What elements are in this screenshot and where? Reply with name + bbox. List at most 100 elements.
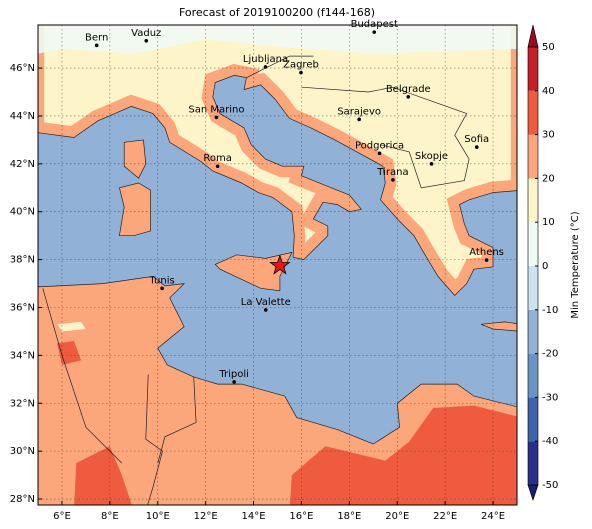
city-label: Skopje	[415, 151, 448, 162]
border	[301, 86, 470, 189]
city-dot	[263, 65, 268, 69]
city-label: Bern	[85, 32, 108, 43]
city-label: Athens	[469, 247, 504, 258]
map-area	[38, 25, 517, 505]
city-dot	[377, 151, 382, 156]
colorbar-tick-label: -10	[542, 305, 558, 316]
y-tick-label: 40°N	[10, 207, 35, 218]
colorbar-band	[528, 266, 538, 310]
city-label: Tirana	[376, 167, 408, 178]
city-dot	[263, 308, 268, 312]
city-dot	[474, 145, 479, 149]
map-frame	[37, 24, 518, 506]
x-tick-label: 16°E	[289, 511, 313, 522]
colorbar-band	[528, 222, 538, 266]
colorbar-extend-high	[527, 24, 539, 48]
city-label: Podgorica	[355, 140, 404, 151]
city-dot	[215, 164, 220, 169]
border	[42, 288, 123, 464]
coastline	[214, 251, 293, 292]
y-tick-label: 34°N	[10, 350, 35, 361]
x-tick-label: 8°E	[101, 511, 119, 522]
city-dot	[372, 30, 377, 34]
x-tick-label: 6°E	[53, 511, 71, 522]
coastline	[480, 321, 517, 332]
city-dot	[429, 162, 434, 166]
colorbar-band	[528, 397, 538, 442]
x-tick-label: 22°E	[433, 511, 457, 522]
y-tick-label: 32°N	[10, 398, 35, 409]
city-label: San Marino	[188, 104, 244, 115]
y-tick-label: 38°N	[10, 255, 35, 266]
map-title: Forecast of 2019100200 (f144-168)	[179, 6, 375, 19]
island	[119, 183, 151, 236]
colorbar-extend-low	[527, 484, 539, 501]
colorbar-band	[528, 90, 538, 135]
colorbar-tick-label: 20	[542, 173, 555, 184]
colorbar-band	[528, 309, 538, 354]
x-tick-label: 20°E	[385, 511, 409, 522]
hot-patch	[74, 446, 132, 505]
city-dot	[94, 43, 99, 48]
y-tick-label: 28°N	[10, 494, 35, 505]
x-tick-label: 24°E	[481, 511, 505, 522]
city-dot	[160, 286, 164, 291]
city-label: Roma	[203, 153, 232, 164]
border	[246, 55, 314, 79]
colorbar-band	[528, 47, 538, 91]
x-tick-label: 18°E	[337, 511, 361, 522]
city-dot	[391, 178, 395, 182]
location-star	[269, 254, 291, 275]
colorbar-label: Min Temperature (°C)	[570, 211, 581, 318]
colorbar-band	[528, 134, 538, 179]
city-label: Sarajevo	[337, 106, 381, 117]
y-tick-label: 42°N	[10, 159, 35, 170]
y-tick-label: 36°N	[10, 302, 35, 313]
city-dot	[299, 70, 303, 75]
city-dot	[357, 117, 361, 122]
colorbar-tick-label: 10	[542, 217, 555, 228]
colorbar-tick-label: 40	[542, 86, 555, 97]
colorbar-tick-label: -50	[542, 480, 558, 491]
city-dot	[214, 115, 219, 120]
city-label: Ljubljana	[243, 54, 288, 65]
x-tick-label: 12°E	[194, 511, 218, 522]
cool-patch	[57, 321, 86, 332]
island	[215, 252, 292, 291]
land-north	[38, 25, 517, 296]
border	[157, 376, 197, 464]
city-label: Vaduz	[131, 28, 161, 39]
colorbar-band	[528, 441, 538, 485]
hot-south	[289, 405, 517, 505]
city-label: Sofia	[464, 134, 489, 145]
x-tick-label: 14°E	[242, 511, 266, 522]
colorbar-tick-label: 50	[542, 42, 555, 53]
colorbar-tick-label: 0	[542, 261, 548, 272]
colorbar-band	[528, 353, 538, 398]
coastline	[38, 276, 517, 445]
city-dot	[484, 258, 489, 262]
colorbar-tick-label: 30	[542, 130, 555, 141]
city-dot	[232, 380, 236, 384]
colorbar-tick-label: -40	[542, 436, 558, 447]
city-dot	[144, 39, 149, 43]
city-label: Tunis	[148, 275, 174, 286]
y-tick-label: 46°N	[10, 63, 35, 74]
colorbar-band	[528, 178, 538, 223]
city-label: La Valette	[241, 297, 291, 308]
y-tick-label: 30°N	[10, 446, 35, 457]
island	[124, 139, 146, 179]
coastline	[38, 74, 517, 297]
colorbar-tick-label: -20	[542, 349, 558, 360]
city-label: Belgrade	[386, 84, 431, 95]
colorbar-tick-label: -30	[542, 392, 558, 403]
city-label: Zagreb	[283, 60, 319, 71]
alpine-band	[38, 25, 517, 54]
x-tick-label: 10°E	[146, 511, 170, 522]
city-label: Tripoli	[218, 369, 249, 380]
island	[481, 321, 517, 331]
y-tick-label: 44°N	[10, 111, 35, 122]
coastline	[123, 139, 147, 179]
city-dot	[406, 95, 411, 99]
